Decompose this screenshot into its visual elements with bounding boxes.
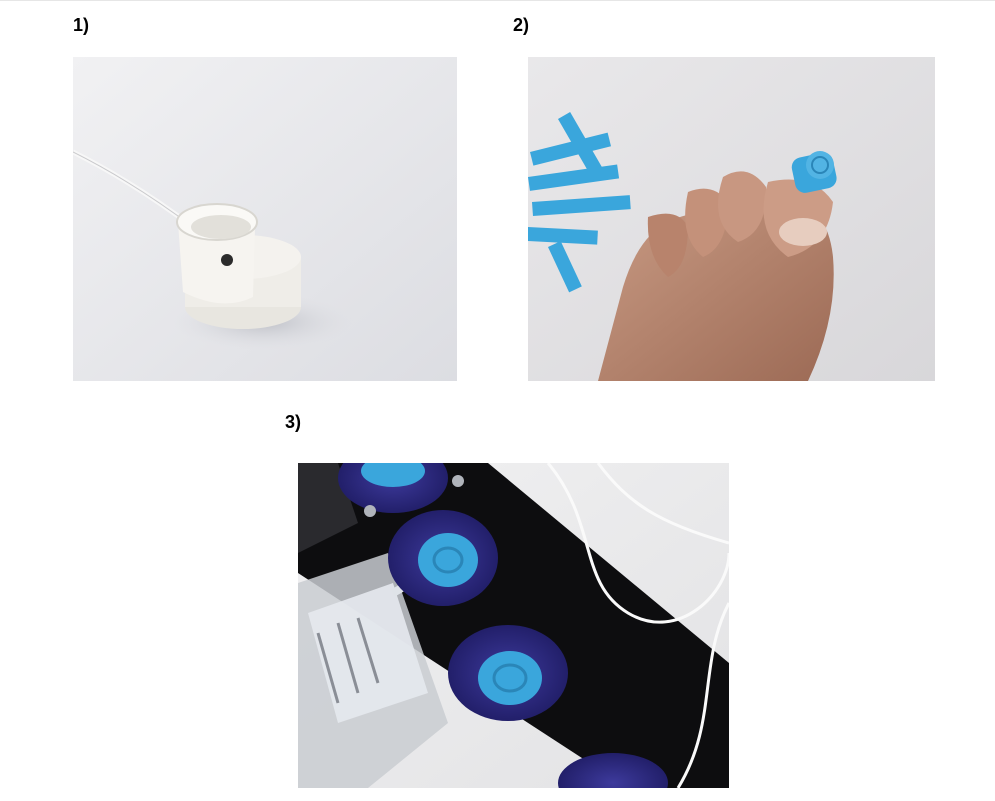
wells-setup-photo-icon bbox=[298, 463, 729, 788]
top-divider bbox=[0, 0, 995, 1]
photo-wells-setup bbox=[298, 463, 729, 788]
sensor-cap-photo-icon bbox=[73, 57, 457, 381]
photo-sensor-cap bbox=[73, 57, 457, 381]
panel-label-2: 2) bbox=[513, 15, 530, 35]
photo-rolled-foam bbox=[528, 57, 935, 381]
panel-label-3: 3) bbox=[285, 412, 302, 432]
panel-label-1: 1) bbox=[73, 15, 90, 35]
rolled-foam-photo-icon bbox=[528, 57, 935, 381]
